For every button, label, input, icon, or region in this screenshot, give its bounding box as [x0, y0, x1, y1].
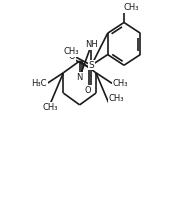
- Text: O: O: [68, 52, 75, 61]
- Text: O: O: [85, 86, 91, 95]
- Text: CH₃: CH₃: [109, 94, 124, 103]
- Text: NH: NH: [85, 40, 98, 49]
- Text: N: N: [76, 73, 83, 82]
- Text: CH₃: CH₃: [43, 103, 58, 112]
- Text: CH₃: CH₃: [63, 47, 79, 56]
- Text: CH₃: CH₃: [112, 79, 128, 88]
- Text: H₃C: H₃C: [31, 79, 47, 88]
- Text: S: S: [89, 61, 94, 70]
- Text: CH₃: CH₃: [124, 3, 140, 12]
